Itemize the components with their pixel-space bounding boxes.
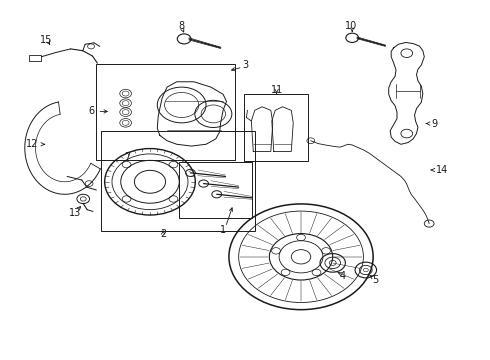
Bar (244, 94, 308, 161)
Text: 13: 13 (69, 208, 81, 218)
Bar (179, 162, 252, 218)
Text: 14: 14 (436, 165, 448, 175)
Text: 7: 7 (124, 152, 130, 162)
Text: 15: 15 (40, 35, 52, 45)
Text: 9: 9 (431, 118, 437, 129)
Text: 5: 5 (372, 275, 379, 285)
Text: 2: 2 (160, 229, 166, 239)
Text: 10: 10 (345, 21, 357, 31)
Text: 3: 3 (242, 60, 248, 70)
Text: 11: 11 (270, 85, 283, 95)
Text: 8: 8 (178, 21, 185, 31)
Bar (97, 64, 235, 160)
Bar (29, 55, 41, 62)
Text: 1: 1 (220, 225, 226, 235)
Text: 4: 4 (340, 271, 345, 281)
Bar (101, 131, 255, 231)
Text: 6: 6 (89, 107, 95, 116)
Text: 12: 12 (25, 139, 38, 149)
